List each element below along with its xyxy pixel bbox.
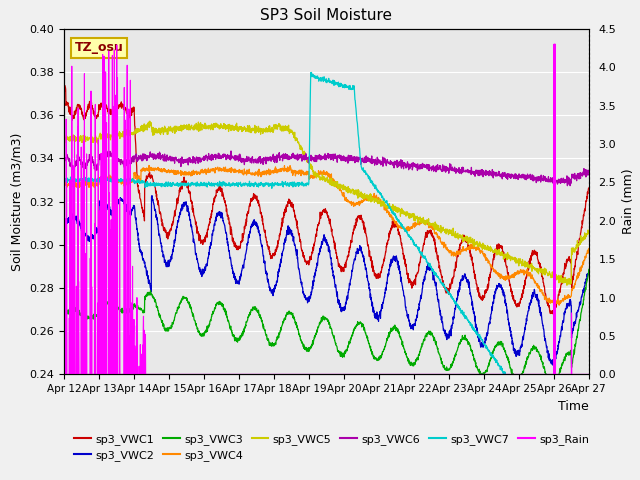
- sp3_VWC7: [567, 468, 575, 474]
- Line: sp3_VWC7: sp3_VWC7: [64, 72, 589, 471]
- sp3_VWC3: [353, 322, 360, 327]
- sp3_VWC1: [550, 312, 558, 318]
- sp3_VWC5: [563, 282, 571, 288]
- sp3_VWC3: [585, 266, 593, 272]
- sp3_Rain: [554, 372, 561, 377]
- Title: SP3 Soil Moisture: SP3 Soil Moisture: [260, 9, 392, 24]
- sp3_Rain: [207, 372, 214, 377]
- sp3_VWC5: [353, 192, 361, 197]
- sp3_VWC1: [539, 276, 547, 282]
- sp3_Rain: [550, 41, 558, 47]
- sp3_VWC6: [342, 155, 349, 161]
- sp3_VWC7: [539, 424, 547, 430]
- sp3_VWC4: [207, 166, 214, 172]
- sp3_VWC2: [148, 193, 156, 199]
- sp3_VWC4: [539, 290, 547, 296]
- sp3_VWC3: [548, 384, 556, 390]
- sp3_VWC3: [60, 310, 68, 316]
- sp3_VWC5: [479, 240, 486, 246]
- sp3_VWC4: [145, 163, 153, 168]
- sp3_VWC5: [60, 138, 68, 144]
- sp3_Rain: [479, 372, 486, 377]
- sp3_VWC2: [549, 362, 557, 368]
- sp3_VWC2: [554, 349, 561, 355]
- sp3_VWC6: [353, 154, 361, 160]
- sp3_VWC1: [585, 185, 593, 191]
- sp3_Rain: [341, 372, 349, 377]
- sp3_VWC6: [585, 169, 593, 175]
- sp3_VWC6: [60, 162, 68, 168]
- sp3_VWC7: [353, 118, 361, 123]
- sp3_VWC3: [341, 349, 349, 355]
- sp3_VWC7: [554, 445, 561, 451]
- sp3_VWC3: [538, 360, 546, 366]
- sp3_VWC6: [207, 156, 214, 162]
- sp3_VWC2: [585, 268, 593, 274]
- sp3_Rain: [353, 372, 360, 377]
- sp3_VWC2: [479, 343, 486, 348]
- sp3_VWC1: [60, 84, 68, 89]
- sp3_VWC7: [585, 456, 593, 462]
- Y-axis label: Soil Moisture (m3/m3): Soil Moisture (m3/m3): [11, 132, 24, 271]
- sp3_VWC1: [207, 214, 214, 219]
- sp3_VWC1: [353, 219, 361, 225]
- Y-axis label: Rain (mm): Rain (mm): [622, 169, 635, 234]
- sp3_VWC4: [60, 182, 68, 188]
- sp3_VWC5: [207, 127, 214, 132]
- sp3_VWC4: [342, 197, 349, 203]
- sp3_Rain: [60, 372, 68, 377]
- sp3_VWC7: [479, 339, 486, 345]
- sp3_VWC4: [353, 200, 361, 206]
- sp3_VWC4: [554, 298, 561, 304]
- sp3_VWC3: [479, 372, 486, 378]
- sp3_VWC6: [479, 169, 486, 175]
- sp3_VWC3: [207, 318, 214, 324]
- sp3_VWC2: [342, 300, 349, 306]
- sp3_VWC1: [61, 83, 68, 88]
- sp3_VWC2: [60, 226, 68, 232]
- sp3_VWC4: [556, 302, 563, 308]
- sp3_VWC4: [585, 246, 593, 252]
- sp3_VWC1: [479, 297, 486, 302]
- Line: sp3_VWC3: sp3_VWC3: [64, 269, 589, 387]
- sp3_VWC2: [207, 240, 214, 246]
- sp3_VWC5: [146, 118, 154, 124]
- Legend: sp3_VWC1, sp3_VWC2, sp3_VWC3, sp3_VWC4, sp3_VWC5, sp3_VWC6, sp3_VWC7, sp3_Rain: sp3_VWC1, sp3_VWC2, sp3_VWC3, sp3_VWC4, …: [70, 429, 594, 466]
- sp3_VWC2: [539, 321, 547, 327]
- sp3_VWC6: [101, 148, 109, 154]
- sp3_VWC5: [539, 269, 547, 275]
- X-axis label: Time: Time: [558, 400, 589, 413]
- sp3_VWC5: [554, 276, 561, 281]
- sp3_VWC7: [308, 70, 316, 75]
- sp3_VWC5: [342, 187, 349, 192]
- Line: sp3_VWC1: sp3_VWC1: [64, 85, 589, 315]
- Line: sp3_VWC6: sp3_VWC6: [64, 151, 589, 186]
- sp3_VWC6: [554, 179, 561, 185]
- sp3_VWC2: [353, 251, 361, 256]
- sp3_Rain: [538, 372, 546, 377]
- sp3_VWC3: [554, 375, 561, 381]
- sp3_VWC6: [539, 177, 547, 182]
- Text: TZ_osu: TZ_osu: [74, 41, 124, 54]
- sp3_Rain: [585, 372, 593, 377]
- sp3_VWC1: [342, 260, 349, 265]
- sp3_VWC7: [342, 84, 349, 90]
- Line: sp3_VWC4: sp3_VWC4: [64, 166, 589, 305]
- Line: sp3_VWC5: sp3_VWC5: [64, 121, 589, 285]
- sp3_VWC7: [207, 181, 214, 187]
- Line: sp3_VWC2: sp3_VWC2: [64, 196, 589, 365]
- sp3_VWC6: [566, 183, 574, 189]
- sp3_VWC5: [585, 229, 593, 235]
- sp3_VWC7: [60, 180, 68, 186]
- Line: sp3_Rain: sp3_Rain: [64, 44, 589, 374]
- sp3_VWC4: [479, 251, 486, 256]
- sp3_VWC1: [554, 297, 561, 303]
